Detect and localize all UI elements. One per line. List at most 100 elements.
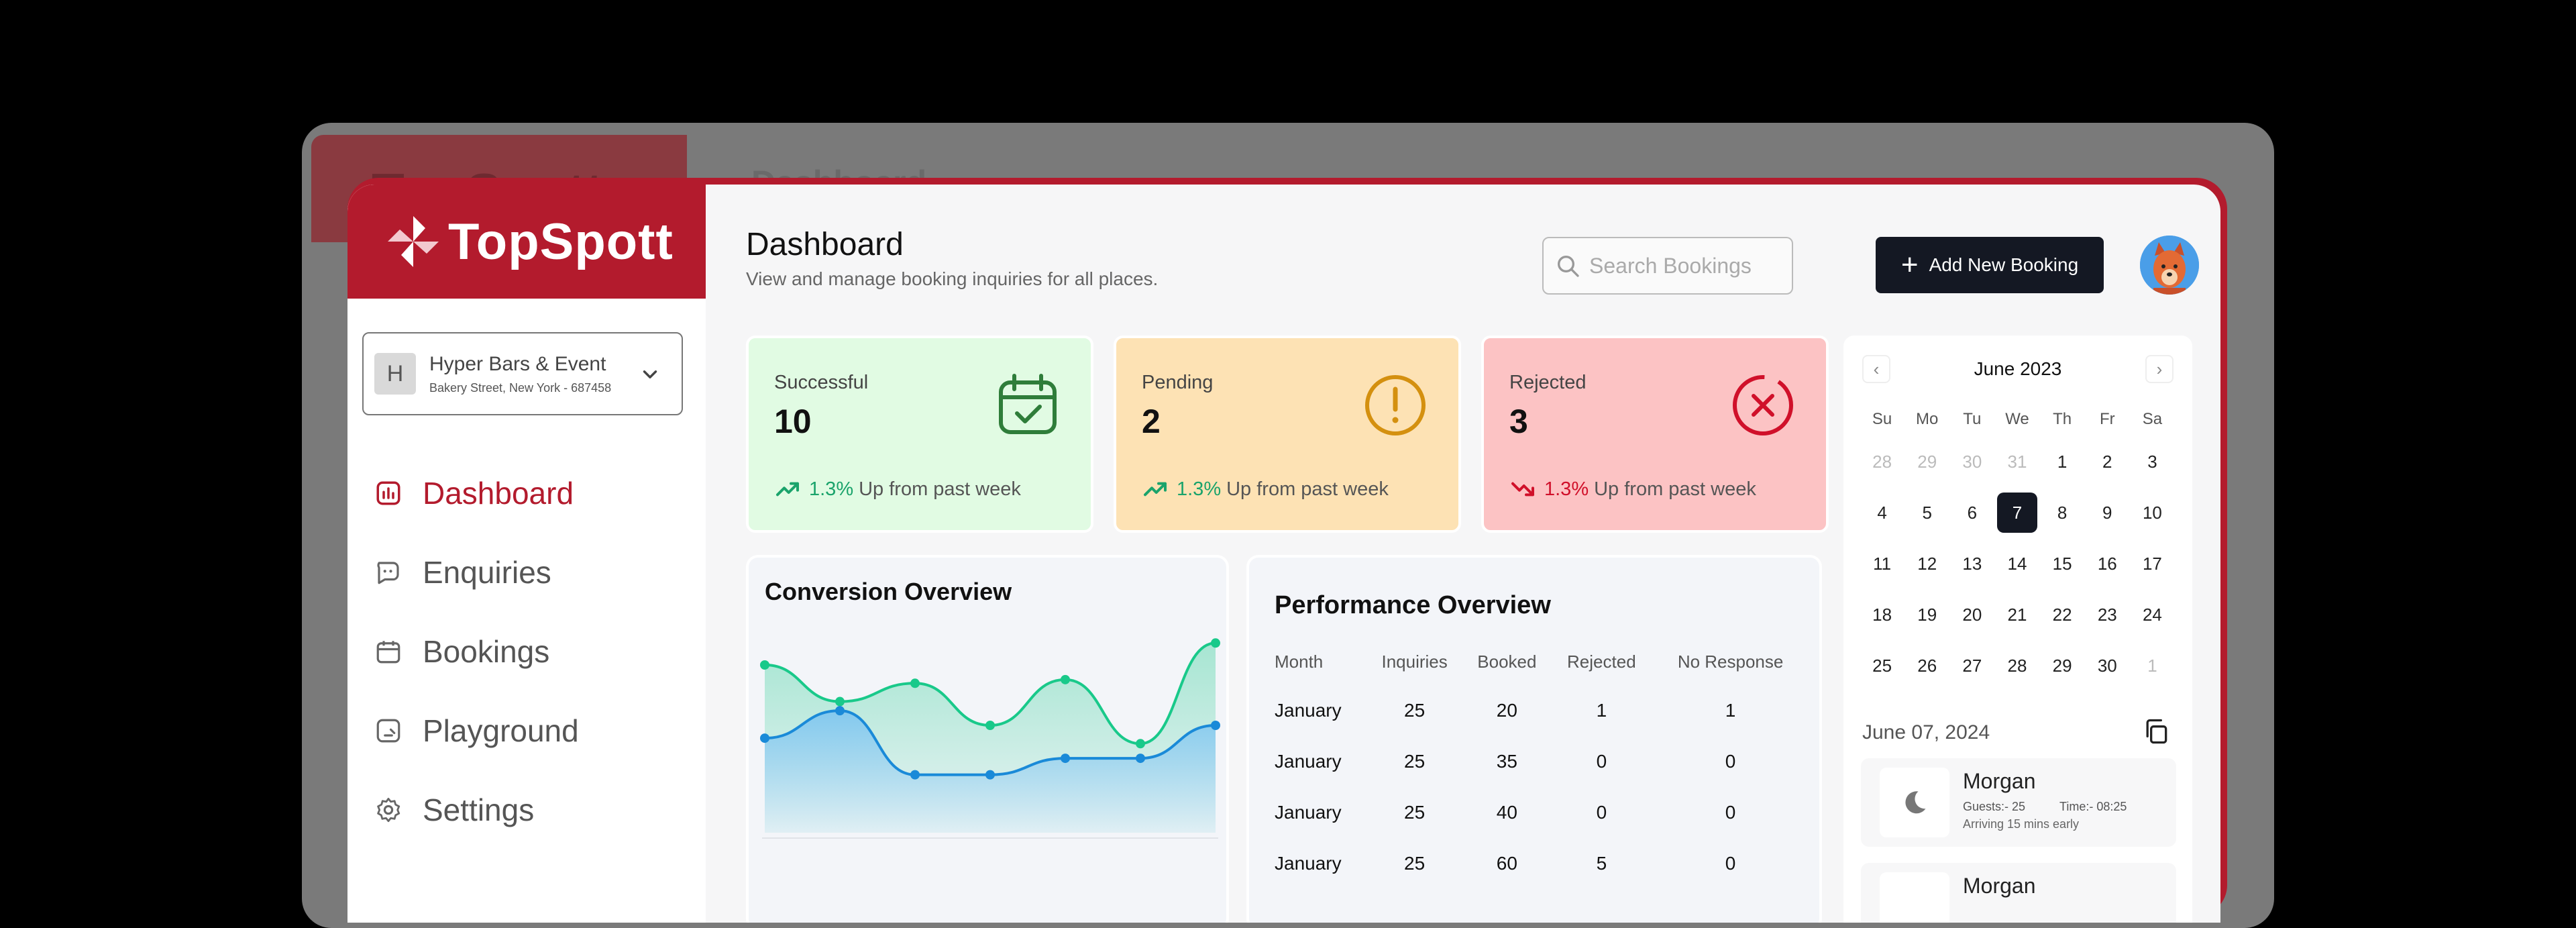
table-cell: January — [1275, 853, 1342, 874]
calendar-day[interactable]: 31 — [1994, 436, 2039, 487]
data-point[interactable] — [760, 660, 769, 670]
schedule-note: Arriving 15 mins early — [1963, 817, 2080, 831]
venue-selector[interactable]: H Hyper Bars & Event Bakery Street, New … — [362, 332, 683, 415]
table-cell: 0 — [1596, 751, 1607, 772]
venue-address: Bakery Street, New York - 687458 — [429, 380, 612, 395]
calendar-day[interactable]: 30 — [2085, 640, 2130, 691]
calendar-day-label: 1 — [2147, 655, 2157, 676]
calendar-day[interactable]: 6 — [1949, 487, 1994, 538]
calendar-day[interactable]: 28 — [1994, 640, 2039, 691]
table-header-row: Month Inquiries Booked Rejected No Respo… — [1265, 638, 1809, 685]
data-point[interactable] — [1211, 721, 1220, 730]
calendar-day[interactable]: 23 — [2085, 589, 2130, 640]
stat-trend-text: Up from past week — [859, 478, 1021, 500]
calendar-day[interactable]: 1 — [2040, 436, 2085, 487]
data-point[interactable] — [1136, 754, 1145, 764]
calendar-day[interactable]: 30 — [1949, 436, 1994, 487]
data-point[interactable] — [1061, 674, 1070, 684]
add-new-booking-button[interactable]: + Add New Booking — [1876, 237, 2104, 293]
calendar-day[interactable]: 4 — [1860, 487, 1904, 538]
stat-value: 10 — [774, 403, 812, 440]
schedule-item[interactable]: Morgan — [1861, 863, 2176, 923]
table-row[interactable]: January 25 40 0 0 — [1265, 787, 1809, 838]
chevron-left-icon: ‹ — [1873, 358, 1880, 379]
calendar-day[interactable]: 2 — [2085, 436, 2130, 487]
calendar-day[interactable]: 27 — [1949, 640, 1994, 691]
data-point[interactable] — [1136, 739, 1145, 749]
calendar-day-label: 7 — [1996, 493, 2037, 533]
next-month-button[interactable]: › — [2145, 355, 2174, 383]
column-header: Booked — [1477, 651, 1537, 672]
calendar-day[interactable]: 28 — [1860, 436, 1904, 487]
prev-month-button[interactable]: ‹ — [1862, 355, 1890, 383]
calendar-day[interactable]: 19 — [1904, 589, 1949, 640]
table-cell: 5 — [1596, 853, 1607, 874]
data-point[interactable] — [1061, 754, 1070, 764]
calendar-day-label: 28 — [2007, 655, 2027, 676]
stat-pct: 1.3% — [1544, 478, 1589, 500]
sidebar-item-enquiries[interactable]: Enquiries — [374, 546, 696, 599]
calendar-day[interactable]: 20 — [1949, 589, 1994, 640]
calendar-day[interactable]: 5 — [1904, 487, 1949, 538]
calendar-day[interactable]: 1 — [2130, 640, 2175, 691]
calendar-day[interactable]: 15 — [2040, 538, 2085, 589]
calendar-day[interactable]: 17 — [2130, 538, 2175, 589]
data-point[interactable] — [760, 733, 769, 743]
calendar-day[interactable]: 25 — [1860, 640, 1904, 691]
calendar-day[interactable]: 8 — [2040, 487, 2085, 538]
calendar-day-selected[interactable]: 7 — [1994, 487, 2039, 538]
data-point[interactable] — [910, 770, 920, 780]
calendar-day[interactable]: 13 — [1949, 538, 1994, 589]
calendar-day[interactable]: 21 — [1994, 589, 2039, 640]
calendar-day[interactable]: 22 — [2040, 589, 2085, 640]
moon-icon — [1905, 791, 1926, 814]
calendar-grid: Su Mo Tu We Th Fr Sa 28 29 30 31 1 2 3 4 5 6 7 8 9 10 11 12 13 1… — [1860, 403, 2175, 691]
calendar-weekday: Fr — [2099, 410, 2115, 428]
sidebar-item-playground[interactable]: Playground — [374, 704, 696, 758]
schedule-icon-box — [1880, 872, 1949, 923]
calendar-day[interactable]: 9 — [2085, 487, 2130, 538]
stat-value: 2 — [1142, 403, 1161, 440]
chart-icon — [376, 481, 400, 505]
calendar-day[interactable]: 18 — [1860, 589, 1904, 640]
data-point[interactable] — [835, 697, 845, 707]
table-row[interactable]: January 25 35 0 0 — [1265, 736, 1809, 787]
trend-up-icon — [776, 482, 799, 497]
calendar-day[interactable]: 26 — [1904, 640, 1949, 691]
sidebar-item-settings[interactable]: Settings — [374, 783, 696, 837]
calendar-month: June 2023 — [1974, 358, 2062, 379]
search-input[interactable] — [1589, 253, 1790, 278]
schedule-item[interactable]: Morgan Guests:- 25 Time:- 08:25 Arriving… — [1861, 758, 2176, 847]
logo-bar: TopSpott — [347, 185, 706, 299]
data-point[interactable] — [985, 721, 995, 730]
calendar-day[interactable]: 16 — [2085, 538, 2130, 589]
user-avatar[interactable] — [2140, 236, 2199, 295]
schedule-date: June 07, 2024 — [1862, 721, 1990, 743]
calendar-day-label: 23 — [2097, 604, 2117, 625]
data-point[interactable] — [910, 678, 920, 688]
column-header: Month — [1275, 651, 1324, 672]
calendar-day-label: 28 — [1872, 451, 1892, 472]
conversion-overview-panel: Conversion Overview — [746, 555, 1229, 923]
calendar-day[interactable]: 11 — [1860, 538, 1904, 589]
calendar-day[interactable]: 14 — [1994, 538, 2039, 589]
calendar-day-label: 2 — [2102, 451, 2112, 472]
sidebar-item-bookings[interactable]: Bookings — [374, 625, 696, 678]
table-row[interactable]: January 25 20 1 1 — [1265, 685, 1809, 736]
calendar-day-label: 19 — [1917, 604, 1937, 625]
calendar-weekday: We — [2005, 410, 2029, 428]
calendar-day[interactable]: 10 — [2130, 487, 2175, 538]
data-point[interactable] — [1211, 638, 1220, 648]
calendar-weekday: Sa — [2142, 410, 2163, 428]
calendar-day[interactable]: 3 — [2130, 436, 2175, 487]
calendar-day-label: 21 — [2007, 604, 2027, 625]
table-row[interactable]: January 25 60 5 0 — [1265, 838, 1809, 889]
sidebar-item-dashboard[interactable]: Dashboard — [374, 466, 696, 520]
calendar-day[interactable]: 29 — [1904, 436, 1949, 487]
data-point[interactable] — [835, 706, 845, 716]
calendar-day[interactable]: 12 — [1904, 538, 1949, 589]
copy-icon[interactable] — [2141, 717, 2171, 746]
calendar-day[interactable]: 29 — [2040, 640, 2085, 691]
calendar-day[interactable]: 24 — [2130, 589, 2175, 640]
data-point[interactable] — [985, 770, 995, 780]
